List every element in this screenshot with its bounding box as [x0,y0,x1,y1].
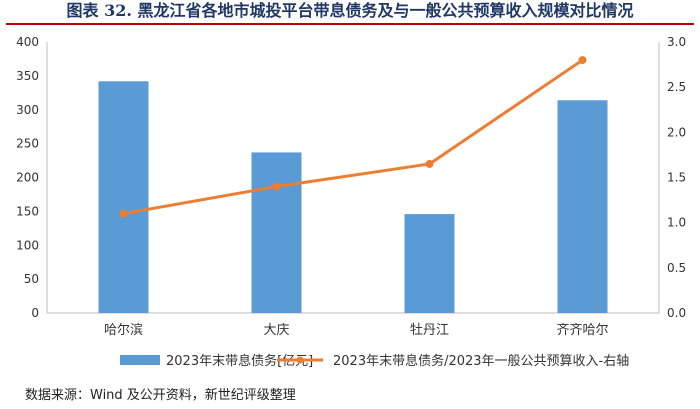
right-tick-label: 1.0 [667,216,686,230]
chart-legend: 2023年末带息债务[亿元] 2023年末带息债务/2023年一般公共预算收入-… [120,353,629,369]
bar-1 [98,81,149,313]
line-point-4 [578,56,587,65]
line-point-1 [119,209,128,218]
legend-swatch-marker [296,356,304,364]
left-tick-label: 0 [31,306,39,320]
line-series [119,56,587,218]
line-point-2 [272,182,281,191]
legend-label-line: 2023年末带息债务/2023年一般公共预算收入-右轴 [333,353,629,369]
chart-title: 图表 32. 黑龙江省各地市城投平台带息债务及与一般公共预算收入规模对比情况 [66,1,634,20]
left-tick-label: 300 [16,103,39,117]
line-path [123,58,584,216]
category-label: 哈尔滨 [104,322,143,338]
category-label: 牡丹江 [410,323,449,338]
left-tick-label: 50 [24,272,39,286]
data-source-note: 数据来源：Wind 及公开资料，新世纪评级整理 [25,388,296,403]
right-tick-label: 3.0 [667,35,686,49]
left-tick-label: 150 [16,204,39,218]
right-tick-label: 0.5 [667,261,686,275]
left-tick-label: 350 [16,69,39,83]
right-tick-label: 1.5 [667,171,686,185]
legend-swatch-bar [120,355,160,365]
bar-3 [404,214,455,313]
category-label: 齐齐哈尔 [556,322,608,338]
right-tick-label: 2.5 [667,80,686,94]
left-tick-label: 200 [16,171,39,185]
right-axis-ticks: 0.0 0.5 1.0 1.5 2.0 2.5 3.0 [667,35,686,320]
left-tick-label: 100 [16,238,39,252]
right-tick-label: 2.0 [667,125,686,139]
category-label: 大庆 [263,323,289,338]
title-divider [6,23,694,25]
chart-axes [46,42,660,314]
left-tick-label: 250 [16,137,39,151]
legend-label-bar: 2023年末带息债务[亿元] [166,353,313,369]
bar-series [98,81,608,313]
left-axis-ticks: 0 50 100 150 200 250 300 350 400 [16,35,39,320]
line-point-3 [425,159,434,168]
left-tick-label: 400 [16,35,39,49]
bar-4 [557,100,608,313]
right-tick-label: 0.0 [667,306,686,320]
bar-2 [251,152,302,313]
combo-chart: 0 50 100 150 200 250 300 350 400 0.0 0.5 1.0 1.5 2.0… [16,35,686,369]
category-labels: 哈尔滨 大庆 牡丹江 齐齐哈尔 [104,322,609,338]
